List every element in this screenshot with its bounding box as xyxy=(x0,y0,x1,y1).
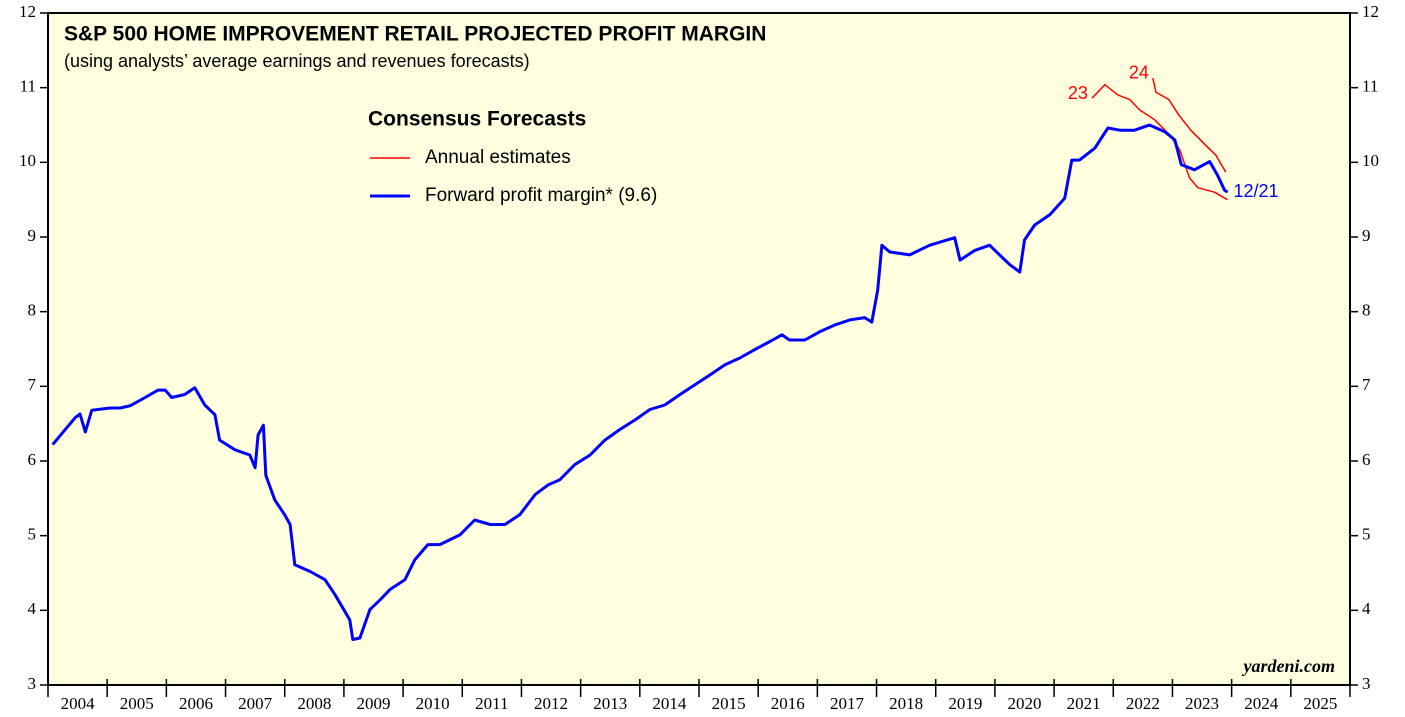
x-tick-label: 2008 xyxy=(297,694,331,713)
x-tick-label: 2013 xyxy=(593,694,627,713)
x-tick-label: 2007 xyxy=(238,694,273,713)
x-tick-label: 2015 xyxy=(712,694,746,713)
x-tick-label: 2020 xyxy=(1008,694,1042,713)
series-label: 23 xyxy=(1068,83,1088,103)
x-tick-label: 2022 xyxy=(1126,694,1160,713)
line xyxy=(1152,77,1227,173)
x-tick-label: 2019 xyxy=(948,694,982,713)
y-tick-label: 10 xyxy=(1362,151,1379,170)
legend-label: Annual estimates xyxy=(425,147,571,168)
y-tick-label: 4 xyxy=(1362,599,1371,618)
x-tick-label: 2021 xyxy=(1067,694,1101,713)
x-tick-label: 2025 xyxy=(1303,694,1337,713)
x-tick-label: 2014 xyxy=(652,694,687,713)
y-tick-label: 5 xyxy=(1362,525,1371,544)
x-tick-label: 2024 xyxy=(1244,694,1279,713)
y-tick-label: 5 xyxy=(28,525,37,544)
y-tick-label: 12 xyxy=(1362,2,1379,21)
y-tick-label: 12 xyxy=(19,2,36,21)
x-tick-label: 2012 xyxy=(534,694,568,713)
x-tick-label: 2010 xyxy=(416,694,450,713)
y-tick-label: 10 xyxy=(19,151,36,170)
legend-title: Consensus Forecasts xyxy=(368,108,586,131)
line xyxy=(1091,83,1228,201)
y-tick-label: 7 xyxy=(1362,375,1371,394)
y-tick-label: 11 xyxy=(1362,77,1378,96)
y-tick-label: 9 xyxy=(1362,226,1371,245)
x-tick-label: 2016 xyxy=(771,694,805,713)
x-tick-label: 2004 xyxy=(61,694,96,713)
y-tick-label: 7 xyxy=(28,375,37,394)
y-tick-label: 11 xyxy=(20,77,36,96)
chart-title: S&P 500 HOME IMPROVEMENT RETAIL PROJECTE… xyxy=(64,23,766,46)
x-tick-label: 2018 xyxy=(889,694,923,713)
x-tick-label: 2009 xyxy=(357,694,391,713)
y-tick-label: 6 xyxy=(1362,450,1371,469)
x-tick-label: 2005 xyxy=(120,694,154,713)
y-tick-label: 9 xyxy=(28,226,37,245)
y-tick-label: 4 xyxy=(28,599,37,618)
x-tick-label: 2006 xyxy=(179,694,213,713)
x-tick-label: 2011 xyxy=(475,694,508,713)
legend-label: Forward profit margin* (9.6) xyxy=(425,185,657,206)
y-tick-label: 3 xyxy=(1362,674,1371,693)
y-tick-label: 8 xyxy=(1362,301,1371,320)
source: yardeni.com xyxy=(1242,656,1336,676)
series-label: 24 xyxy=(1129,63,1149,83)
x-tick-label: 2017 xyxy=(830,694,865,713)
y-tick-label: 8 xyxy=(28,301,37,320)
chart-subtitle: (using analysts’ average earnings and re… xyxy=(64,51,530,71)
y-tick-label: 3 xyxy=(28,674,37,693)
y-tick-label: 6 xyxy=(28,450,37,469)
plot-area xyxy=(47,12,1351,686)
series-label: 12/21 xyxy=(1233,181,1278,201)
x-tick-label: 2023 xyxy=(1185,694,1219,713)
line xyxy=(51,123,1229,641)
